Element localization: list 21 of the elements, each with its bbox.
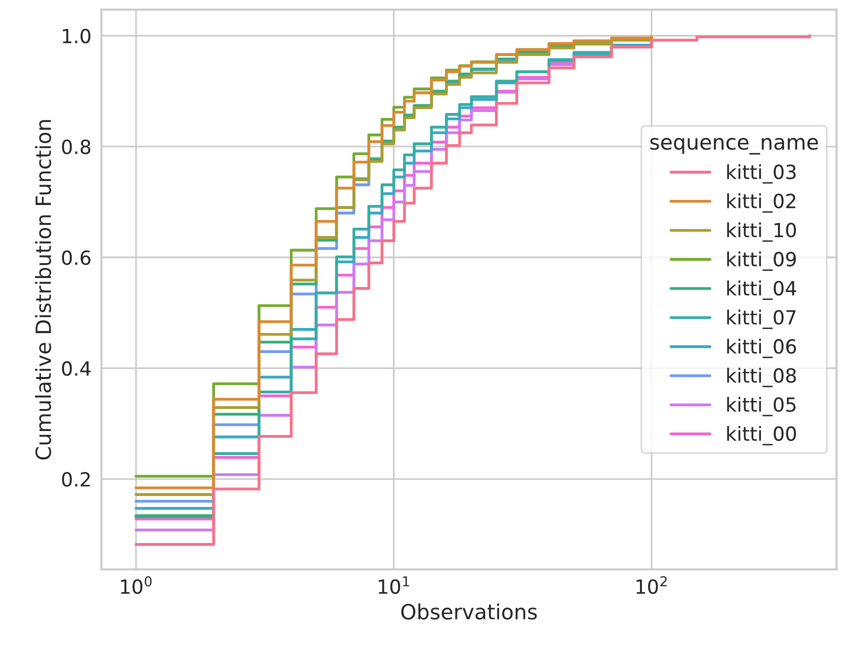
y-tick-label: 0.2: [62, 472, 90, 487]
y-tick-label: 1.0: [62, 28, 90, 44]
legend-label: kitti_09: [727, 251, 796, 271]
legend-label: kitti_03: [727, 164, 796, 184]
legend-label: kitti_08: [727, 368, 796, 388]
y-tick-label: 0.4: [62, 361, 91, 376]
x-axis-title: Observations: [401, 603, 537, 620]
legend-label: kitti_10: [727, 222, 796, 242]
legend-label: kitti_07: [727, 310, 796, 329]
legend-label: kitti_04: [727, 280, 796, 300]
legend-title: sequence_name: [650, 138, 818, 154]
legend-label: kitti_02: [727, 193, 796, 213]
legend-label: kitti_06: [727, 338, 796, 358]
x-tick-label: 10$^{1}$: [378, 576, 410, 594]
legend-label: kitti_05: [727, 396, 796, 416]
x-tick-label: 10$^{0}$: [121, 576, 152, 594]
y-tick-label: 0.8: [62, 140, 90, 154]
legend-label: kitti_00: [727, 426, 796, 446]
x-tick-label: 10$^{2}$: [636, 576, 667, 594]
y-axis-title: Cumulative Distribution Function: [35, 120, 52, 460]
y-tick-label: 0.6: [62, 250, 90, 266]
